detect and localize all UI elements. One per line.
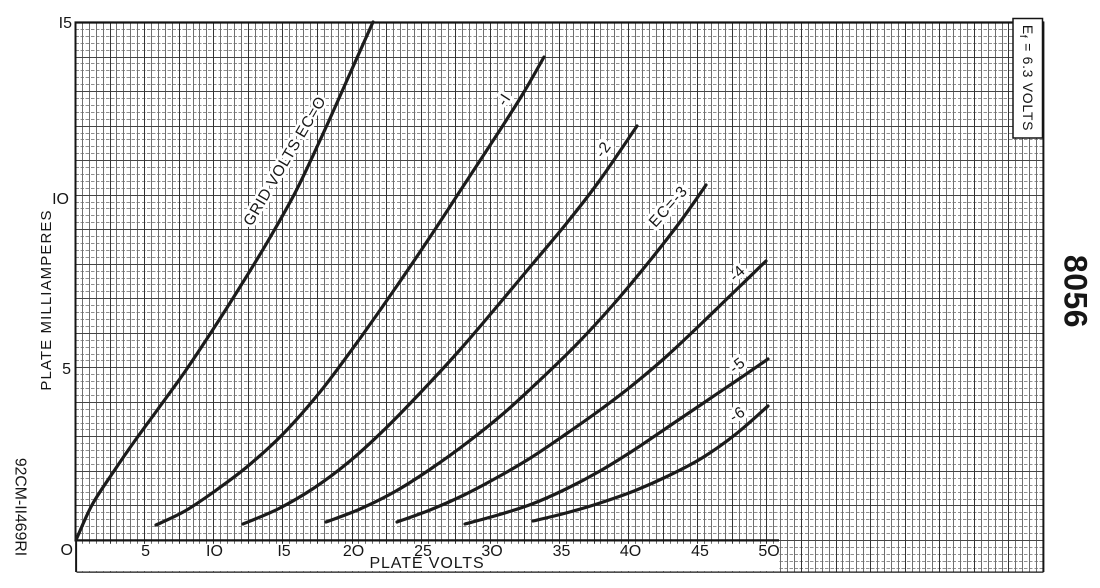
svg-text:2O: 2O <box>343 543 364 560</box>
svg-text:4O: 4O <box>620 543 641 560</box>
svg-text:I5: I5 <box>277 543 290 560</box>
svg-text:IO: IO <box>206 543 223 560</box>
svg-text:I5: I5 <box>59 15 72 32</box>
svg-text:PLATE VOLTS: PLATE VOLTS <box>369 555 484 572</box>
svg-text:5O: 5O <box>758 543 779 560</box>
svg-text:92CM-II469RI: 92CM-II469RI <box>12 458 29 556</box>
svg-text:5: 5 <box>141 543 150 560</box>
svg-text:O: O <box>61 542 73 559</box>
svg-text:25: 25 <box>414 543 432 560</box>
svg-text:PLATE MILLIAMPERES: PLATE MILLIAMPERES <box>38 209 55 390</box>
svg-text:35: 35 <box>553 543 571 560</box>
svg-text:Ef = 6.3 VOLTS: Ef = 6.3 VOLTS <box>1017 25 1036 131</box>
svg-text:45: 45 <box>691 543 709 560</box>
svg-text:IO: IO <box>52 191 69 208</box>
svg-text:3O: 3O <box>481 543 502 560</box>
svg-text:8056: 8056 <box>1058 255 1094 328</box>
svg-text:5: 5 <box>62 361 71 378</box>
